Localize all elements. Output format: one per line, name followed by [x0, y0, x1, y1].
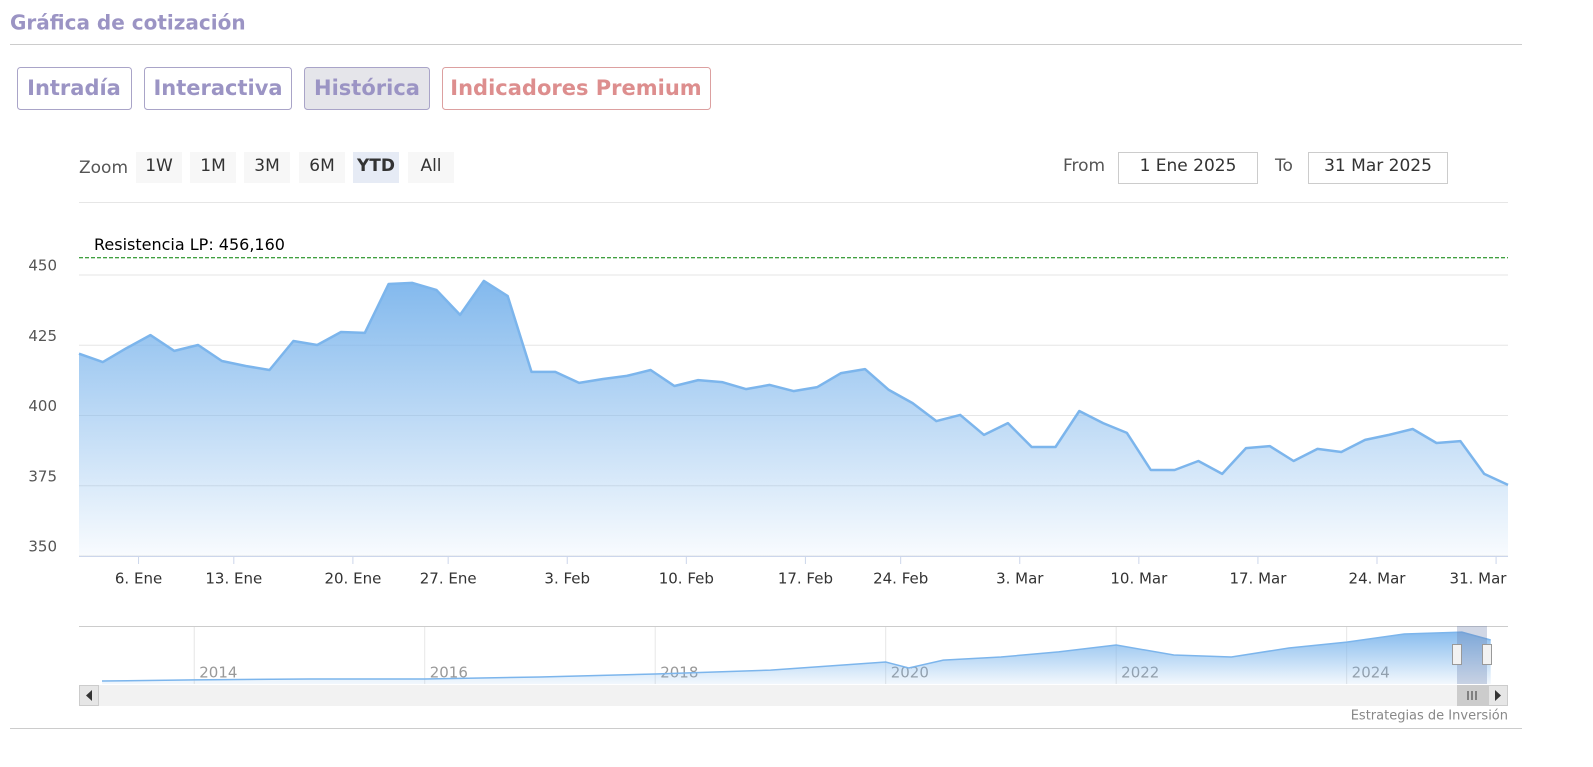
x-tick-label: 6. Ene [115, 570, 162, 588]
x-tick-label: 24. Feb [873, 570, 928, 588]
navigator-tick-label: 2016 [430, 664, 468, 682]
zoom-button-label[interactable]: YTD [356, 156, 395, 176]
arrow [1495, 690, 1501, 701]
x-tick-label: 17. Feb [778, 570, 833, 588]
navigator-handle[interactable] [1452, 644, 1462, 665]
to-label: To [1274, 156, 1293, 176]
y-tick-label: 425 [28, 327, 57, 345]
y-tick-label: 375 [28, 467, 57, 485]
navigator-tick-label: 2014 [199, 664, 237, 682]
zoom-button[interactable] [244, 152, 290, 183]
from-label: From [1063, 156, 1105, 176]
x-tick-label: 31. Mar [1450, 570, 1508, 588]
annotation-label: Resistencia LP: 456,160 [94, 235, 285, 254]
tab-label[interactable]: Interactiva [153, 76, 282, 100]
title: Gráfica de cotización [10, 11, 246, 35]
to-value[interactable]: 31 Mar 2025 [1324, 156, 1432, 176]
arrow [86, 690, 92, 701]
tab[interactable] [442, 67, 711, 110]
navigator: 201420162018202020222024 [101, 626, 1491, 684]
x-tick-label: 17. Mar [1229, 570, 1287, 588]
x-tick-label: 10. Mar [1110, 570, 1168, 588]
credit: Estrategias de Inversión [1351, 709, 1508, 724]
area-fill [79, 280, 1508, 556]
x-tick-label: 10. Feb [659, 570, 714, 588]
tab-label[interactable]: Indicadores Premium [450, 76, 701, 100]
x-tick-label: 13. Ene [205, 570, 262, 588]
navigator-area [102, 632, 1491, 684]
from-value[interactable]: 1 Ene 2025 [1140, 156, 1237, 176]
zoom-label: Zoom [79, 158, 128, 178]
tab[interactable] [17, 67, 132, 110]
y-tick-label: 350 [28, 538, 57, 556]
zoom-button[interactable] [190, 152, 236, 183]
zoom-buttons: 1W 1M 3M 6M YTD All [136, 152, 454, 183]
zoom-button-label[interactable]: 3M [254, 156, 279, 176]
x-tick-label: 24. Mar [1349, 570, 1407, 588]
tab-label[interactable]: Histórica [314, 76, 420, 100]
thumb-grip [1467, 691, 1477, 700]
y-tick-label: 450 [28, 257, 57, 275]
y-tick-label: 400 [28, 397, 57, 415]
zoom-button[interactable] [353, 152, 399, 183]
zoom-button-label[interactable]: 1M [200, 156, 225, 176]
x-tick-label: 20. Ene [324, 570, 381, 588]
zoom-button-label[interactable]: 1W [145, 156, 173, 176]
to-input[interactable] [1308, 152, 1448, 184]
line [78, 279, 1509, 487]
navigator-line [101, 631, 1491, 682]
zoom-button[interactable] [408, 152, 454, 183]
zoom-button-label[interactable]: All [420, 156, 441, 176]
x-tick-label: 27. Ene [420, 570, 477, 588]
tab-label[interactable]: Intradía [27, 76, 121, 100]
x-tick-label: 3. Feb [544, 570, 590, 588]
zoom-button[interactable] [136, 152, 182, 183]
scrollbar[interactable] [79, 685, 1508, 706]
tab-active[interactable] [304, 67, 430, 110]
main-chart: 350 375 400 425 450 6. Ene 13. Ene 20. Ene 27. E… [28, 235, 1509, 588]
navigator-handle[interactable] [1482, 644, 1492, 665]
zoom-button[interactable] [299, 152, 345, 183]
zoom-button-label[interactable]: 6M [309, 156, 334, 176]
from-input[interactable] [1118, 152, 1258, 184]
x-tick-label: 3. Mar [996, 570, 1044, 588]
tab[interactable] [144, 67, 292, 110]
